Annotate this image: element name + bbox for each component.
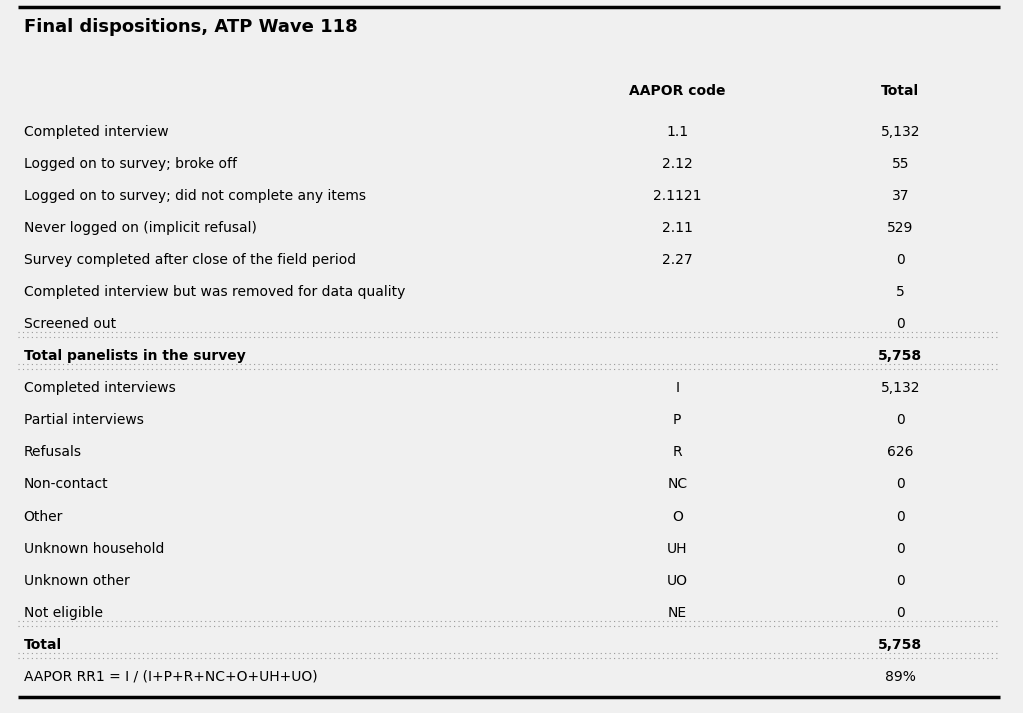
Text: 0: 0 [896, 317, 904, 331]
Text: Not eligible: Not eligible [24, 606, 102, 620]
Text: 0: 0 [896, 606, 904, 620]
Text: Refusals: Refusals [24, 446, 82, 459]
Text: 89%: 89% [885, 670, 916, 684]
Text: Total: Total [881, 84, 920, 98]
Text: 5: 5 [896, 285, 904, 299]
Text: NC: NC [667, 478, 687, 491]
Text: Non-contact: Non-contact [24, 478, 108, 491]
Text: Total: Total [24, 638, 61, 652]
Text: Total panelists in the survey: Total panelists in the survey [24, 349, 246, 363]
Text: Never logged on (implicit refusal): Never logged on (implicit refusal) [24, 221, 257, 235]
Text: 529: 529 [887, 221, 914, 235]
Text: Completed interview: Completed interview [24, 125, 168, 138]
Text: Completed interviews: Completed interviews [24, 381, 175, 395]
Text: Completed interview but was removed for data quality: Completed interview but was removed for … [24, 285, 405, 299]
Text: Logged on to survey; broke off: Logged on to survey; broke off [24, 157, 236, 170]
Text: 0: 0 [896, 510, 904, 523]
Text: 1.1: 1.1 [666, 125, 688, 138]
Text: 2.11: 2.11 [662, 221, 693, 235]
Text: I: I [675, 381, 679, 395]
Text: Unknown other: Unknown other [24, 574, 129, 588]
Text: Other: Other [24, 510, 62, 523]
Text: 55: 55 [891, 157, 909, 170]
Text: 0: 0 [896, 478, 904, 491]
Text: Logged on to survey; did not complete any items: Logged on to survey; did not complete an… [24, 189, 365, 202]
Text: 2.27: 2.27 [662, 253, 693, 267]
Text: Survey completed after close of the field period: Survey completed after close of the fiel… [24, 253, 356, 267]
Text: 5,758: 5,758 [878, 349, 923, 363]
Text: NE: NE [668, 606, 686, 620]
Text: Final dispositions, ATP Wave 118: Final dispositions, ATP Wave 118 [24, 18, 357, 36]
Text: 5,758: 5,758 [878, 638, 923, 652]
Text: Partial interviews: Partial interviews [24, 414, 143, 427]
Text: Unknown household: Unknown household [24, 542, 164, 555]
Text: UO: UO [667, 574, 687, 588]
Text: O: O [672, 510, 682, 523]
Text: 0: 0 [896, 414, 904, 427]
Text: Screened out: Screened out [24, 317, 116, 331]
Text: 0: 0 [896, 574, 904, 588]
Text: 626: 626 [887, 446, 914, 459]
Text: 0: 0 [896, 542, 904, 555]
Text: 5,132: 5,132 [881, 381, 920, 395]
Text: R: R [672, 446, 682, 459]
Text: 0: 0 [896, 253, 904, 267]
Text: UH: UH [667, 542, 687, 555]
Text: 37: 37 [891, 189, 909, 202]
Text: 2.1121: 2.1121 [653, 189, 702, 202]
Text: 2.12: 2.12 [662, 157, 693, 170]
Text: P: P [673, 414, 681, 427]
Text: AAPOR RR1 = I / (I+P+R+NC+O+UH+UO): AAPOR RR1 = I / (I+P+R+NC+O+UH+UO) [24, 670, 317, 684]
Text: AAPOR code: AAPOR code [629, 84, 725, 98]
Text: 5,132: 5,132 [881, 125, 920, 138]
